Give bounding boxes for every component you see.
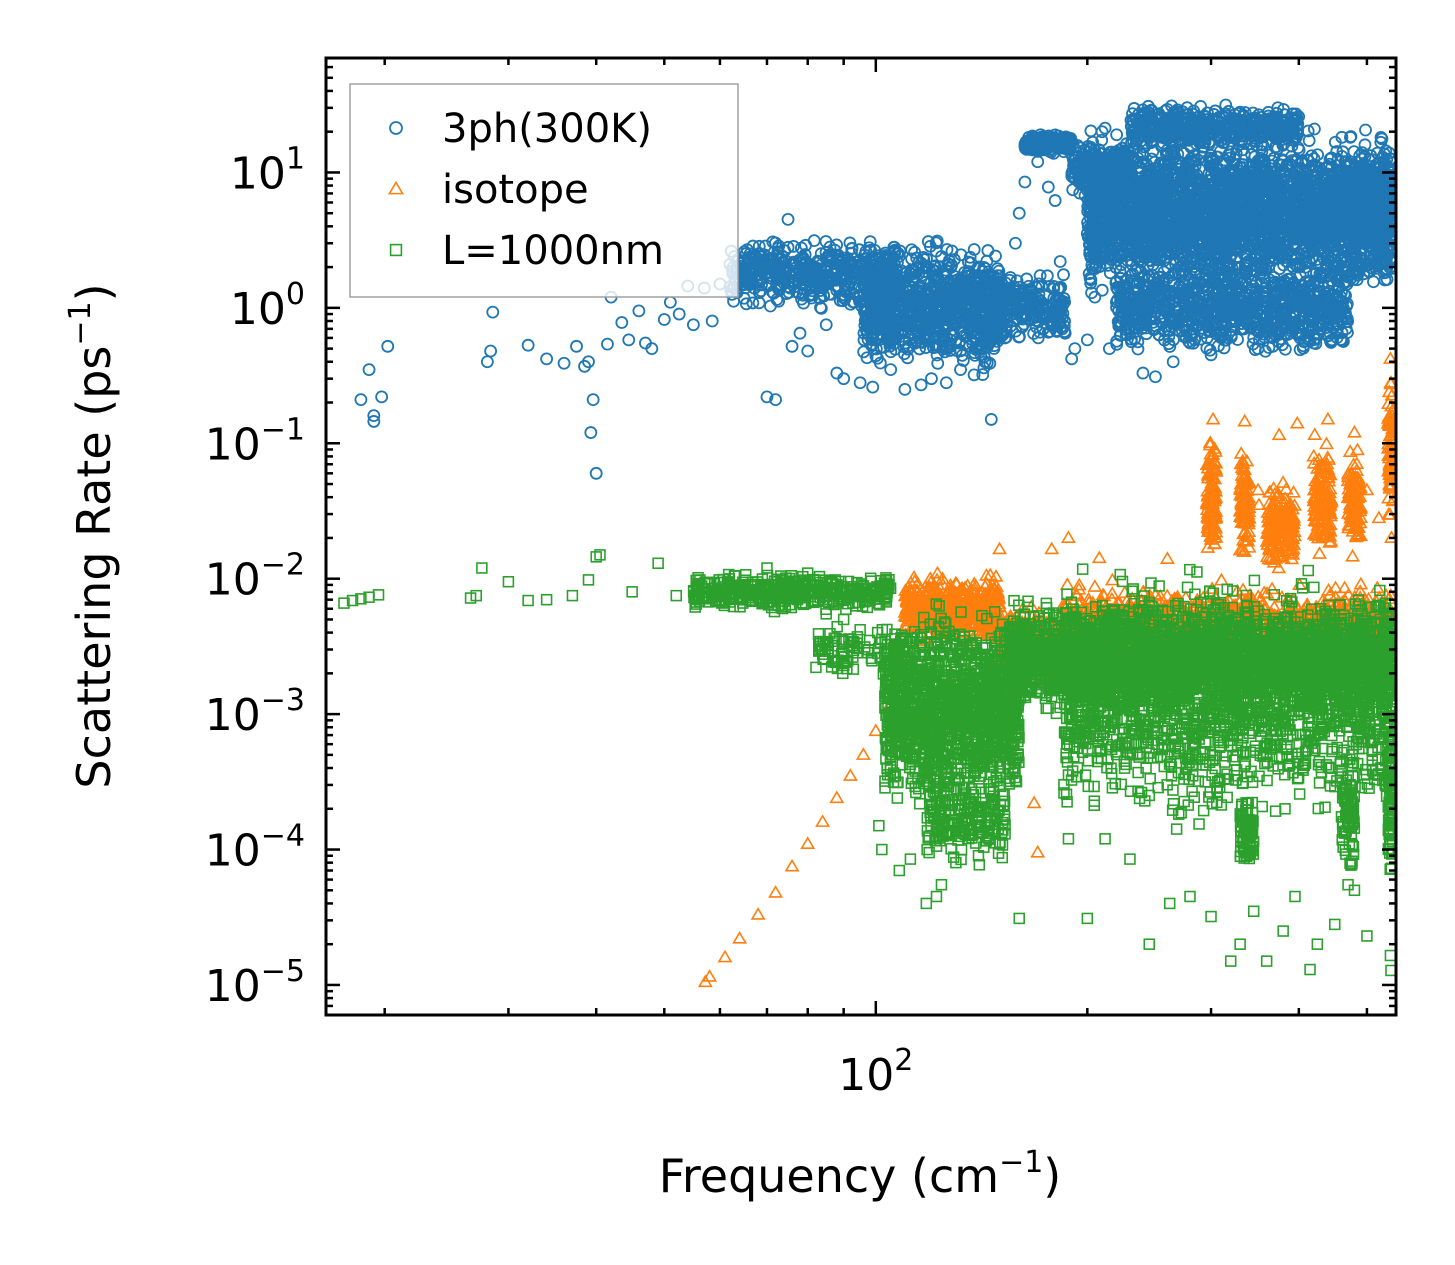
scattering-rate-chart: 10110010−110−210−310−410−5102 Frequency … bbox=[0, 0, 1455, 1265]
